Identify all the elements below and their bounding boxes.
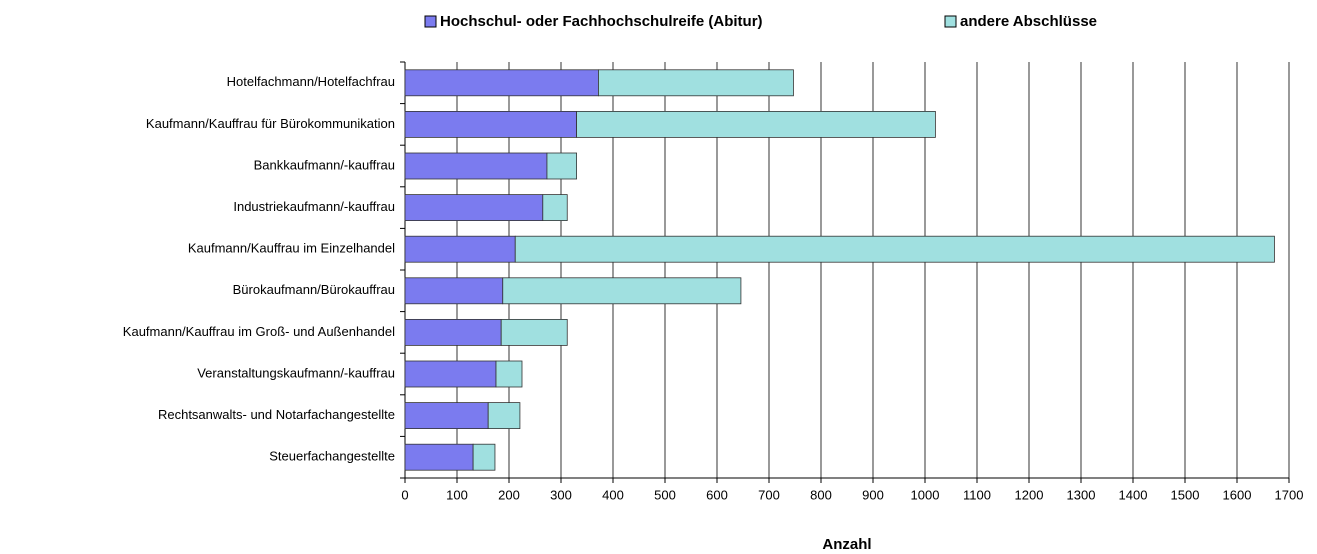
y-tick-label: Veranstaltungskaufmann/-kauffrau	[197, 365, 395, 380]
x-tick-label: 600	[706, 487, 728, 502]
x-tick-label: 1700	[1275, 487, 1304, 502]
bar	[542, 194, 568, 222]
y-tick-label: Kaufmann/Kauffrau im Einzelhandel	[188, 241, 395, 256]
x-tick-label: 100	[446, 487, 468, 502]
x-axis-title: Anzahl	[822, 536, 871, 553]
legend-label: Hochschul- oder Fachhochschulreife (Abit…	[440, 13, 763, 30]
bar	[404, 443, 474, 471]
bar	[546, 152, 578, 180]
y-tick-label: Kaufmann/Kauffrau im Groß- und Außenhand…	[123, 324, 395, 339]
x-tick-label: 1400	[1119, 487, 1148, 502]
x-tick-label: 0	[401, 487, 408, 502]
y-tick-label: Bankkaufmann/-kauffrau	[254, 157, 395, 172]
bar	[495, 360, 523, 388]
bar	[514, 235, 1275, 263]
x-tick-label: 1300	[1067, 487, 1096, 502]
x-tick-label: 700	[758, 487, 780, 502]
x-tick-label: 300	[550, 487, 572, 502]
legend-swatch	[944, 15, 957, 28]
bar	[598, 69, 794, 97]
y-tick-label: Rechtsanwalts- und Notarfachangestellte	[158, 407, 395, 422]
bar	[404, 235, 516, 263]
legend-swatch	[424, 15, 437, 28]
x-tick-label: 1100	[963, 487, 991, 502]
y-tick-label: Kaufmann/Kauffrau für Bürokommunikation	[146, 116, 395, 131]
bar	[404, 318, 502, 346]
x-tick-label: 1500	[1171, 487, 1200, 502]
x-tick-label: 200	[498, 487, 520, 502]
x-tick-label: 1200	[1015, 487, 1044, 502]
bar	[404, 152, 548, 180]
bar	[404, 69, 599, 97]
bar	[404, 111, 578, 138]
legend-label: andere Abschlüsse	[960, 13, 1097, 30]
bar	[472, 443, 496, 471]
bar	[487, 402, 521, 430]
bar	[404, 194, 544, 222]
x-tick-label: 1600	[1223, 487, 1252, 502]
bar	[404, 277, 504, 305]
x-tick-label: 1000	[911, 487, 940, 502]
bar	[500, 318, 568, 346]
x-tick-label: 800	[810, 487, 832, 502]
bar	[576, 111, 936, 138]
bar	[404, 402, 489, 430]
x-tick-label: 900	[862, 487, 884, 502]
y-tick-label: Bürokaufmann/Bürokauffrau	[233, 282, 395, 297]
x-tick-label: 500	[654, 487, 676, 502]
bar	[404, 360, 497, 388]
x-tick-label: 400	[602, 487, 624, 502]
y-tick-label: Industriekaufmann/-kauffrau	[233, 199, 395, 214]
y-tick-label: Hotelfachmann/Hotelfachfrau	[227, 74, 395, 89]
y-tick-label: Steuerfachangestellte	[269, 449, 395, 464]
bar	[502, 277, 742, 305]
